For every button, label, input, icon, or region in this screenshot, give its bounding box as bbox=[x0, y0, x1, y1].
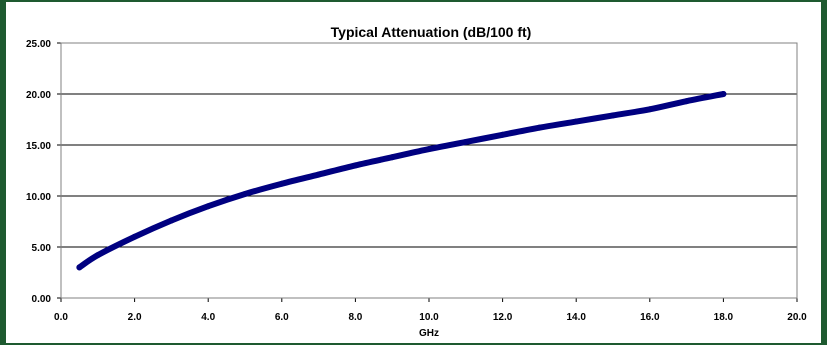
y-tick-label-5: 25.00 bbox=[26, 39, 51, 50]
data-point-4 bbox=[205, 203, 212, 210]
data-point-2 bbox=[131, 233, 138, 240]
x-tick-label-7: 14.0 bbox=[566, 312, 586, 323]
data-point-6 bbox=[278, 180, 285, 187]
series-line-0 bbox=[76, 91, 727, 271]
data-point-16 bbox=[646, 106, 653, 113]
x-tick-label-1: 2.0 bbox=[128, 312, 142, 323]
x-tick-label-9: 18.0 bbox=[714, 312, 734, 323]
data-point-7 bbox=[315, 171, 322, 178]
y-tick-label-0: 0.00 bbox=[32, 294, 52, 305]
data-point-3 bbox=[168, 217, 175, 224]
x-tick-label-4: 8.0 bbox=[348, 312, 362, 323]
data-point-9 bbox=[389, 154, 396, 161]
x-tick-label-0: 0.0 bbox=[54, 312, 68, 323]
x-tick-label-3: 6.0 bbox=[275, 312, 289, 323]
chart-title: Typical Attenuation (dB/100 ft) bbox=[331, 24, 532, 40]
x-tick-label-5: 10.0 bbox=[419, 312, 439, 323]
data-point-0 bbox=[76, 264, 83, 271]
data-point-11 bbox=[462, 138, 469, 145]
data-point-14 bbox=[573, 118, 580, 125]
y-tick-label-4: 20.00 bbox=[26, 90, 51, 101]
x-axis-ticks: 0.0 2.0 4.0 6.0 8.0 10.0 12.0 14.0 16.0 18.0 20.0 bbox=[54, 298, 807, 323]
y-tick-label-1: 5.00 bbox=[32, 243, 52, 254]
x-axis-label: GHz bbox=[419, 328, 439, 339]
grid-lines bbox=[61, 93, 797, 248]
data-point-5 bbox=[242, 190, 248, 197]
data-point-13 bbox=[536, 124, 543, 131]
y-axis-ticks: 0.00 5.00 10.00 15.00 20.00 25.00 bbox=[26, 39, 61, 305]
y-tick-label-3: 15.00 bbox=[26, 141, 51, 152]
plot-area-border bbox=[60, 42, 798, 299]
x-tick-label-2: 4.0 bbox=[201, 312, 215, 323]
x-tick-label-10: 20.0 bbox=[787, 312, 807, 323]
x-tick-label-8: 16.0 bbox=[640, 312, 660, 323]
series-group bbox=[76, 91, 727, 271]
data-point-8 bbox=[352, 162, 359, 169]
x-tick-label-6: 12.0 bbox=[493, 312, 513, 323]
data-point-10 bbox=[426, 146, 432, 153]
y-tick-label-2: 10.00 bbox=[26, 192, 51, 203]
data-point-1 bbox=[94, 252, 101, 259]
data-point-18 bbox=[720, 91, 727, 97]
data-point-17 bbox=[683, 98, 690, 105]
data-point-12 bbox=[499, 131, 506, 138]
data-point-15 bbox=[610, 112, 616, 119]
